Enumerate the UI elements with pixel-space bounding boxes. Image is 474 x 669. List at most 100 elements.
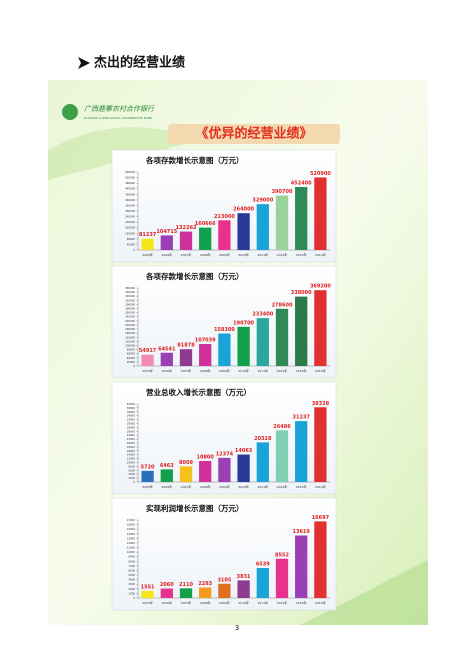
x-tick-label: 2014年 [315, 368, 326, 373]
bar [256, 442, 269, 482]
value-label: 213000 [214, 214, 235, 220]
y-tick-label: 0 [133, 480, 135, 484]
y-tick-label: 120000 [125, 231, 135, 235]
value-label: 2110 [179, 582, 193, 588]
y-tick-label: 240000 [125, 315, 135, 319]
bar [218, 333, 231, 366]
y-tick-label: 16000 [127, 449, 136, 453]
y-tick-label: 200000 [125, 220, 135, 224]
bar [218, 220, 231, 250]
bar [256, 318, 269, 366]
y-tick-label: 8000 [128, 464, 135, 468]
chart-title: 实现利润增长示意图（万元） [146, 503, 244, 513]
value-label: 16697 [312, 515, 330, 521]
x-tick-label: 2009年 [219, 252, 230, 257]
x-tick-label: 2008年 [200, 368, 211, 373]
value-label: 2060 [160, 582, 174, 588]
bar [179, 466, 193, 482]
y-tick-label: 9000 [128, 555, 135, 559]
y-tick-label: 22000 [127, 437, 136, 441]
value-label: 190700 [233, 320, 254, 326]
x-tick-label: 2014年 [315, 600, 326, 605]
y-tick-label: 320000 [125, 298, 135, 302]
y-tick-label: 280000 [125, 307, 135, 311]
y-tick-label: 4000 [128, 578, 135, 582]
value-label: 81237 [139, 232, 157, 238]
y-tick-label: 20000 [127, 441, 136, 445]
bar [314, 290, 327, 366]
bar [237, 213, 250, 250]
x-tick-label: 2007年 [181, 368, 192, 373]
bar [199, 587, 212, 598]
y-tick-label: 2000 [128, 587, 135, 591]
bar [237, 326, 250, 366]
y-tick-label: 14000 [127, 453, 136, 457]
bar [179, 349, 193, 366]
y-tick-label: 240000 [125, 215, 135, 219]
bank-name-en: GUANGXI LUZHAI RURAL COOPERATIVE BANK [84, 116, 153, 120]
bar [160, 588, 173, 598]
x-tick-label: 2009年 [219, 368, 230, 373]
y-tick-label: 380000 [125, 286, 135, 290]
bar [179, 588, 193, 598]
y-tick-label: 260000 [125, 311, 135, 315]
value-label: 233400 [252, 312, 273, 318]
page-number: 3 [235, 624, 239, 632]
chart-title: 各项存款增长示意图（万元） [145, 155, 244, 165]
y-tick-label: 80000 [127, 237, 136, 241]
x-tick-label: 2007年 [181, 252, 192, 257]
x-tick-label: 2012年 [277, 600, 288, 605]
x-tick-label: 2006年 [161, 484, 172, 489]
y-tick-label: 440000 [125, 187, 135, 191]
y-tick-label: 80000 [127, 348, 136, 352]
x-tick-label: 2009年 [219, 600, 230, 605]
y-tick-label: 13000 [127, 536, 136, 540]
bar [199, 227, 212, 250]
y-tick-label: 7000 [128, 564, 135, 568]
x-tick-label: 2012年 [277, 368, 288, 373]
y-tick-label: 10000 [127, 550, 136, 554]
value-label: 452400 [291, 180, 312, 186]
y-tick-label: 16000 [127, 523, 136, 527]
x-tick-label: 2006年 [161, 368, 172, 373]
bar [160, 352, 173, 366]
value-label: 14063 [235, 448, 253, 454]
bar [199, 460, 212, 482]
value-label: 520900 [310, 171, 331, 177]
y-tick-label: 0 [133, 364, 135, 368]
value-label: 12374 [216, 451, 234, 457]
value-label: 8009 [179, 460, 193, 466]
value-label: 132262 [176, 225, 197, 231]
y-tick-label: 26000 [127, 429, 136, 433]
y-tick-label: 180000 [125, 327, 135, 331]
y-tick-label: 340000 [125, 294, 135, 298]
y-tick-label: 10000 [127, 461, 136, 465]
y-tick-label: 18000 [127, 445, 136, 449]
y-tick-label: 360000 [125, 290, 135, 294]
chart-title: 各项存款增长示意图（万元） [145, 271, 244, 281]
y-tick-label: 60000 [127, 352, 136, 356]
bar [237, 454, 250, 482]
value-label: 158300 [214, 327, 235, 333]
value-label: 20328 [254, 436, 272, 442]
y-tick-label: 3000 [128, 582, 135, 586]
value-label: 2283 [198, 581, 212, 587]
x-tick-label: 2007年 [181, 484, 192, 489]
heading: 杰出的经营业绩 [94, 55, 185, 71]
y-tick-label: 2000 [128, 476, 135, 480]
x-tick-label: 2006年 [161, 252, 172, 257]
value-label: 64541 [158, 346, 176, 352]
bar [314, 521, 327, 598]
y-tick-label: 280000 [125, 209, 135, 213]
value-label: 81878 [177, 343, 195, 349]
y-tick-label: 24000 [127, 433, 136, 437]
bank-logo [62, 104, 78, 120]
bar [275, 308, 289, 366]
y-tick-label: 15000 [127, 527, 136, 531]
x-tick-label: 2005年 [142, 252, 153, 257]
y-tick-label: 12000 [127, 457, 136, 461]
x-tick-label: 2011年 [257, 252, 268, 257]
y-tick-label: 100000 [125, 343, 135, 347]
bar [275, 430, 289, 482]
